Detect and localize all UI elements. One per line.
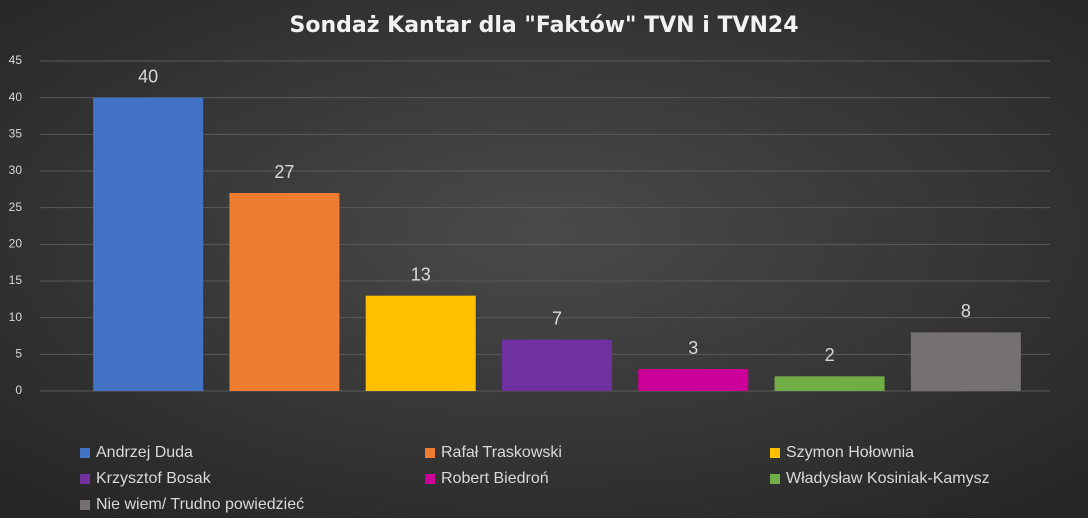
legend-swatch: [80, 500, 90, 510]
legend-label: Krzysztof Bosak: [96, 470, 212, 487]
bar: [638, 369, 749, 391]
y-tick-label: 40: [9, 90, 23, 104]
bar: [910, 332, 1021, 391]
bar: [502, 339, 612, 391]
y-tick-label: 20: [9, 237, 23, 251]
chart-title: Sondaż Kantar dla "Faktów" TVN i TVN24: [289, 13, 798, 38]
y-tick-label: 0: [15, 383, 22, 397]
legend-label: Rafał Traskowski: [441, 444, 562, 461]
legend-swatch: [770, 474, 780, 484]
legend-label: Szymon Hołownia: [786, 444, 914, 461]
y-tick-label: 25: [9, 200, 23, 214]
bar: [229, 193, 340, 391]
data-label: 13: [411, 264, 431, 284]
data-label: 40: [138, 66, 158, 86]
y-tick-label: 30: [9, 163, 23, 177]
y-tick-label: 35: [9, 127, 23, 141]
bar: [93, 97, 204, 392]
legend-label: Andrzej Duda: [96, 444, 193, 461]
legend-swatch: [80, 448, 90, 458]
data-label: 3: [688, 338, 698, 358]
legend-swatch: [425, 448, 435, 458]
bar: [365, 295, 476, 391]
data-label: 8: [961, 301, 971, 321]
y-tick-label: 15: [9, 273, 23, 287]
legend-swatch: [80, 474, 90, 484]
data-label: 7: [552, 308, 562, 328]
legend-swatch: [770, 448, 780, 458]
y-tick-label: 10: [9, 310, 23, 324]
y-tick-label: 45: [9, 53, 23, 67]
legend-label: Nie wiem/ Trudno powiedzieć: [96, 496, 304, 513]
legend-swatch: [425, 474, 435, 484]
data-label: 27: [274, 162, 294, 182]
bar: [774, 376, 885, 391]
data-label: 2: [825, 345, 835, 365]
legend-label: Władysław Kosiniak-Kamysz: [786, 470, 990, 487]
y-tick-label: 5: [15, 347, 22, 361]
legend-label: Robert Biedroń: [441, 470, 549, 487]
